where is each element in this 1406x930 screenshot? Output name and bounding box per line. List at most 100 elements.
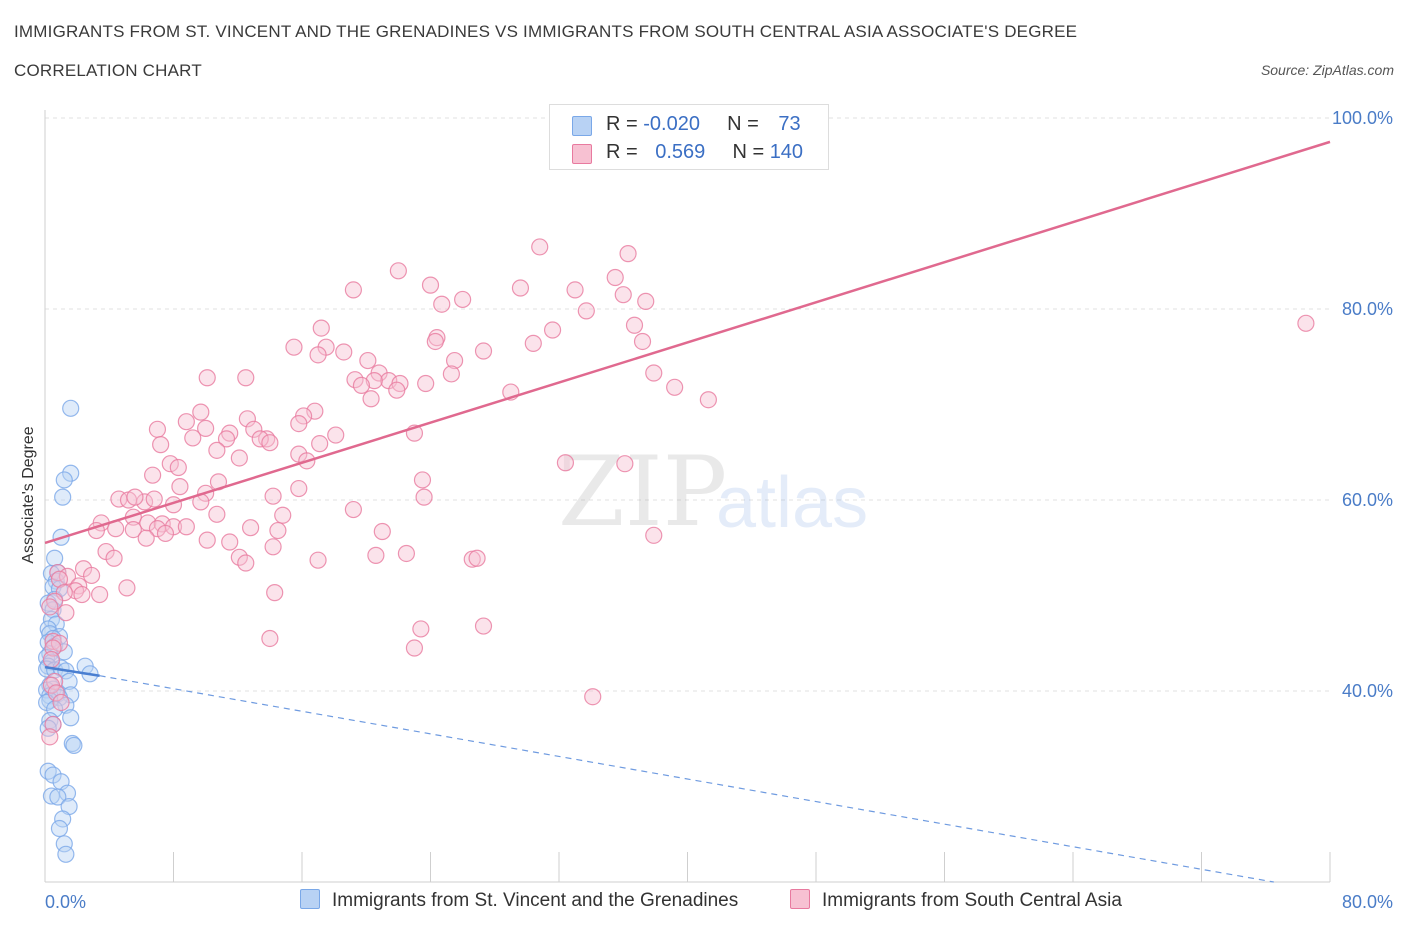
x-tick-label-max: 80.0% xyxy=(1342,892,1393,912)
tick-labels: 40.0% 60.0% 80.0% 100.0% 0.0% 80.0% xyxy=(45,108,1393,912)
y-tick-label: 40.0% xyxy=(1342,681,1393,701)
point-south-central-asia xyxy=(192,403,210,421)
point-south-central-asia xyxy=(208,441,226,459)
point-south-central-asia xyxy=(184,429,202,447)
point-south-central-asia xyxy=(245,420,263,438)
point-south-central-asia xyxy=(269,521,287,540)
point-south-central-asia xyxy=(41,728,59,746)
point-south-central-asia xyxy=(637,292,655,310)
y-tick-label: 60.0% xyxy=(1342,490,1393,510)
legend-r-value: 0.569 xyxy=(655,141,706,163)
point-south-central-asia xyxy=(171,478,189,496)
point-south-central-asia xyxy=(242,519,260,537)
point-st-vincent xyxy=(46,549,64,567)
point-st-vincent xyxy=(62,464,80,482)
point-south-central-asia xyxy=(645,364,663,382)
point-south-central-asia xyxy=(169,458,187,477)
point-south-central-asia xyxy=(362,390,380,408)
point-south-central-asia xyxy=(633,332,652,351)
point-south-central-asia xyxy=(126,488,144,506)
legend-swatch-blue xyxy=(572,116,592,136)
point-south-central-asia xyxy=(584,688,602,706)
point-south-central-asia xyxy=(118,579,136,597)
point-south-central-asia xyxy=(148,520,167,538)
point-south-central-asia xyxy=(177,518,195,536)
point-south-central-asia xyxy=(699,391,717,409)
watermark-atlas: atlas xyxy=(716,463,868,543)
point-south-central-asia xyxy=(309,346,327,364)
point-south-central-asia xyxy=(442,365,460,383)
point-south-central-asia xyxy=(524,334,542,352)
point-south-central-asia xyxy=(82,566,101,585)
point-south-central-asia xyxy=(290,479,308,498)
x-tick-label-min: 0.0% xyxy=(45,892,86,912)
legend-swatch-pink xyxy=(572,144,592,164)
point-south-central-asia xyxy=(261,434,279,452)
point-st-vincent xyxy=(49,788,67,806)
legend-r-label: R = xyxy=(606,141,644,163)
point-south-central-asia xyxy=(474,617,493,635)
legend-n-value: 140 xyxy=(769,141,804,163)
point-st-vincent xyxy=(57,845,75,863)
point-south-central-asia xyxy=(1297,314,1315,332)
point-south-central-asia xyxy=(266,584,284,602)
point-south-central-asia xyxy=(42,650,61,669)
point-south-central-asia xyxy=(261,629,279,648)
point-south-central-asia xyxy=(445,351,464,370)
y-tick-label: 80.0% xyxy=(1342,299,1393,319)
point-south-central-asia xyxy=(198,369,216,387)
point-south-central-asia xyxy=(237,554,255,572)
point-south-central-asia xyxy=(413,471,432,489)
point-south-central-asia xyxy=(454,290,472,309)
point-south-central-asia xyxy=(306,402,324,420)
point-south-central-asia xyxy=(312,319,330,337)
bottom-legend-label-pink: Immigrants from South Central Asia xyxy=(822,890,1122,911)
point-south-central-asia xyxy=(290,415,308,433)
point-south-central-asia xyxy=(238,410,256,428)
point-south-central-asia xyxy=(373,522,391,541)
point-south-central-asia xyxy=(616,455,634,473)
point-south-central-asia xyxy=(52,693,70,712)
trendline-st-vincent xyxy=(44,665,100,677)
point-south-central-asia xyxy=(44,632,62,650)
point-south-central-asia xyxy=(421,276,440,294)
point-south-central-asia xyxy=(346,371,364,389)
point-south-central-asia xyxy=(666,378,684,396)
point-south-central-asia xyxy=(468,549,486,567)
point-south-central-asia xyxy=(577,302,595,320)
point-st-vincent xyxy=(55,643,73,661)
point-south-central-asia xyxy=(606,268,624,287)
y-tick-label: 100.0% xyxy=(1332,108,1393,128)
trendlines xyxy=(44,140,1331,883)
y-axis-label: Associate's Degree xyxy=(20,426,37,563)
point-st-vincent xyxy=(55,471,73,489)
point-south-central-asia xyxy=(566,281,584,299)
watermark-zip: ZIP xyxy=(558,436,727,548)
bottom-legend-pink: Immigrants from South Central Asia xyxy=(790,889,1122,912)
point-south-central-asia xyxy=(145,490,163,508)
point-south-central-asia xyxy=(197,419,215,437)
point-south-central-asia xyxy=(73,585,91,604)
point-south-central-asia xyxy=(47,684,65,702)
point-south-central-asia xyxy=(230,449,248,467)
source-credit: Source: ZipAtlas.com xyxy=(1260,62,1394,78)
point-south-central-asia xyxy=(309,551,327,569)
point-south-central-asia xyxy=(397,544,416,563)
point-south-central-asia xyxy=(251,430,269,448)
trendline-south-central-asia xyxy=(44,140,1331,545)
point-st-vincent xyxy=(62,399,80,417)
point-south-central-asia xyxy=(311,435,329,453)
point-south-central-asia xyxy=(198,531,216,549)
point-south-central-asia xyxy=(217,430,236,448)
point-south-central-asia xyxy=(105,549,123,567)
point-south-central-asia xyxy=(417,374,435,393)
point-south-central-asia xyxy=(148,420,167,438)
point-south-central-asia xyxy=(645,526,663,544)
point-south-central-asia xyxy=(344,500,362,519)
point-south-central-asia xyxy=(55,584,73,602)
point-south-central-asia xyxy=(264,487,282,505)
gridlines xyxy=(45,117,1330,692)
point-south-central-asia xyxy=(619,245,637,263)
point-south-central-asia xyxy=(49,563,67,582)
